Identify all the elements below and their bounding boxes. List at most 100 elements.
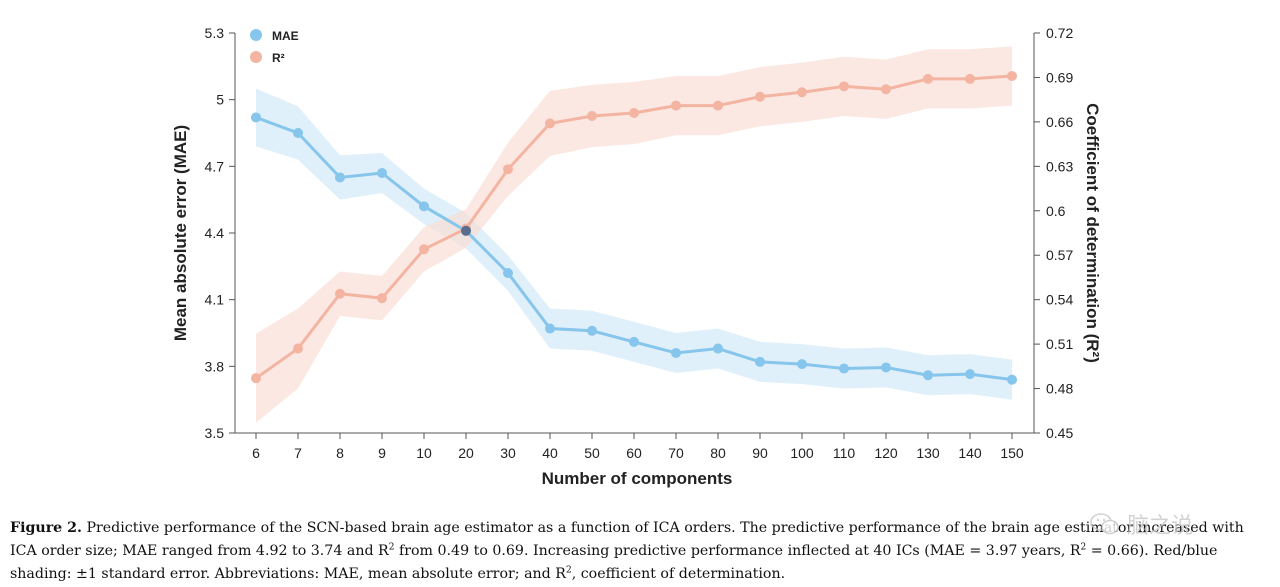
mae-point-50 [587,325,597,336]
caption-label: Figure 2. [10,520,82,536]
x-tick-label: 8 [336,445,344,461]
left-tick-label: 3.8 [205,358,225,374]
right-axis-ticks: 0.45 0.48 0.51 0.54 0.57 0.6 0.63 0.66 0.69 0.72 [1034,25,1073,441]
right-tick-label: 0.51 [1046,336,1073,352]
watermark: 脑之说 [1090,508,1240,544]
x-tick-label: 9 [378,445,386,461]
crossing-marker [461,225,471,236]
right-tick-label: 0.72 [1046,25,1073,41]
right-tick-label: 0.45 [1046,425,1073,441]
right-axis-title: Coefficient of determination (R²) [1083,103,1102,363]
x-tick-label: 80 [710,445,726,461]
mae-point-60 [629,336,639,347]
x-tick-label: 120 [874,445,898,461]
left-axis-ticks: 3.5 3.8 4.1 4.4 4.7 5 5.3 [205,25,235,441]
r2-point-30 [503,164,513,175]
wechat-icon [1090,513,1119,535]
mae-point-90 [755,356,765,367]
legend-r2-marker [250,51,262,63]
legend: MAE R² [250,29,299,65]
r2-point-60 [629,108,639,118]
legend-mae-marker [250,29,262,41]
mae-point-120 [881,362,891,373]
x-tick-label: 140 [958,445,982,461]
x-tick-label: 70 [668,445,684,461]
r2-point-130 [923,73,933,84]
x-tick-label: 60 [626,445,642,461]
r2-point-140 [965,73,975,84]
left-tick-label: 4.7 [205,158,225,174]
r2-point-9 [377,293,387,304]
x-tick-label: 50 [584,445,600,461]
r2-point-50 [587,110,597,121]
right-tick-label: 0.66 [1046,114,1073,130]
r2-point-8 [335,288,345,299]
caption-sup-3: 2 [565,565,572,576]
x-tick-label: 30 [500,445,516,461]
mae-point-110 [839,363,849,374]
caption-sup-2: 2 [1080,542,1087,553]
right-tick-label: 0.57 [1046,247,1073,263]
r2-point-6 [251,373,261,384]
r2-point-70 [671,100,681,111]
x-tick-label: 7 [294,445,302,461]
x-axis-title: Number of components [542,469,733,488]
left-axis-title: Mean absolute error (MAE) [171,125,190,341]
legend-r2-label: R² [272,51,285,65]
mae-point-7 [293,128,303,138]
error-bands [256,46,1012,423]
x-tick-label: 20 [458,445,474,461]
x-tick-label: 6 [252,445,260,461]
legend-mae-label: MAE [272,29,299,43]
left-tick-label: 5 [216,92,224,108]
mae-point-80 [713,343,723,354]
r2-point-100 [797,87,807,98]
mae-point-8 [335,172,345,183]
left-tick-label: 3.5 [205,425,225,441]
x-tick-label: 130 [916,445,940,461]
x-tick-label: 110 [833,445,856,461]
watermark-text: 脑之说 [1127,514,1194,539]
left-tick-label: 4.4 [205,225,225,241]
right-tick-label: 0.63 [1046,158,1073,174]
r2-error-band [256,46,1012,423]
caption-sup-1: 2 [388,542,395,553]
mae-point-40 [545,323,555,334]
mae-point-30 [503,268,513,278]
mae-point-150 [1007,374,1017,385]
right-tick-label: 0.6 [1046,203,1066,219]
caption-text-2: from 0.49 to 0.69. Increasing predictive… [394,543,1081,559]
mae-point-6 [251,112,261,123]
x-tick-label: 100 [790,445,814,461]
r2-point-110 [839,81,849,92]
caption-text-4: , coefficient of determination. [571,566,786,582]
r2-point-10 [419,244,429,255]
r2-point-7 [293,343,303,354]
x-tick-label: 150 [1000,445,1024,461]
caption-text-1: Predictive performance of the SCN-based … [10,520,1244,559]
mae-point-100 [797,359,807,370]
r2-point-40 [545,118,555,129]
right-tick-label: 0.48 [1046,381,1073,397]
x-tick-label: 10 [416,445,432,461]
mae-point-9 [377,168,387,178]
data-points [251,70,1017,385]
r2-point-150 [1007,70,1017,81]
r2-point-90 [755,91,765,102]
mae-point-130 [923,370,933,381]
x-axis-ticks: 6 7 8 9 10 20 30 40 50 60 70 80 90 100 110 120 130 140 150 [252,433,1024,461]
mae-point-140 [965,369,975,380]
mae-point-10 [419,201,429,212]
chart: 3.5 3.8 4.1 4.4 4.7 5 5.3 0.45 0.48 0.51 0.54 0.57… [171,25,1102,488]
right-tick-label: 0.69 [1046,69,1073,85]
x-tick-label: 40 [542,445,558,461]
r2-point-120 [881,84,891,95]
right-tick-label: 0.54 [1046,292,1073,308]
caption-text-3: = 0.66). Red/blue shading: ±1 standard e… [10,543,1218,582]
r2-point-80 [713,100,723,111]
left-tick-label: 5.3 [205,25,225,41]
figure-caption: Figure 2. Predictive performance of the … [10,517,1272,586]
x-tick-label: 90 [752,445,768,461]
left-tick-label: 4.1 [205,292,225,308]
mae-point-70 [671,348,681,358]
